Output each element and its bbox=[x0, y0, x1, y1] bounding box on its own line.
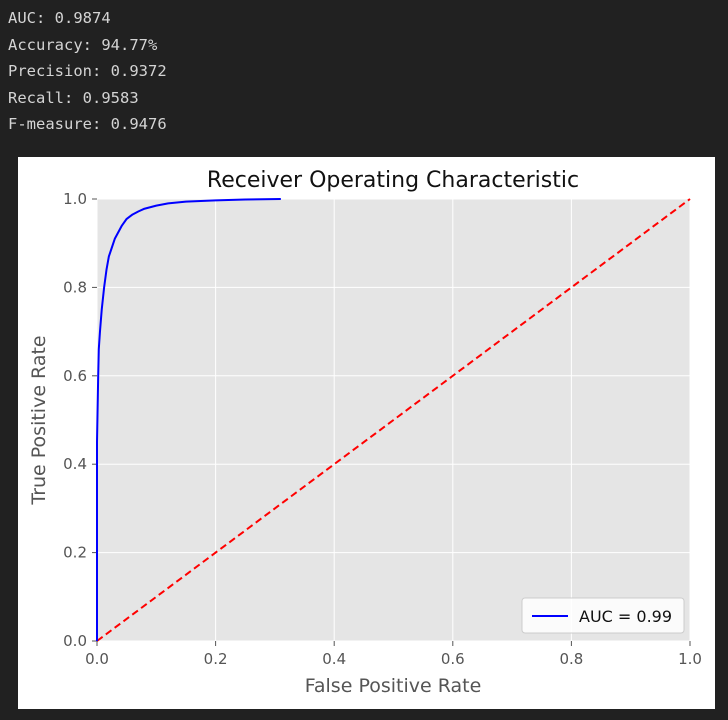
metric-value: 94.77% bbox=[101, 35, 158, 54]
metric-label: AUC: bbox=[8, 9, 46, 27]
metric-value: 0.9476 bbox=[110, 115, 167, 133]
chart-title: Receiver Operating Characteristic bbox=[207, 168, 579, 193]
metric-auc: AUC: 0.9874 bbox=[8, 5, 167, 32]
metrics-block: AUC: 0.9874 Accuracy: 94.77% Precision: … bbox=[8, 5, 167, 138]
metric-value: 0.9372 bbox=[110, 62, 167, 80]
axis-ticks: 0.0 0.2 0.4 0.6 0.8 1.0 0.0 0.2 0.4 0.6 0.8 1.0 bbox=[63, 190, 702, 668]
roc-figure: 0.0 0.2 0.4 0.6 0.8 1.0 0.0 0.2 0.4 0.6 0.8 1.0 Rec… bbox=[18, 157, 715, 709]
metric-value: 0.9583 bbox=[82, 88, 139, 107]
metric-label: Accuracy: bbox=[8, 35, 92, 54]
y-tick-label: 1.0 bbox=[63, 190, 87, 208]
x-tick-label: 0.6 bbox=[441, 650, 465, 668]
metric-value: 0.9874 bbox=[54, 9, 111, 27]
chance-diagonal-line bbox=[96, 198, 691, 642]
y-tick-label: 0.8 bbox=[63, 278, 87, 296]
y-tick-label: 0.2 bbox=[63, 544, 87, 562]
series bbox=[96, 198, 691, 642]
y-tick-label: 0.0 bbox=[63, 632, 87, 650]
metric-label: Recall: bbox=[8, 88, 74, 107]
x-tick-label: 1.0 bbox=[678, 650, 702, 668]
x-tick-label: 0.2 bbox=[204, 650, 228, 668]
x-tick-label: 0.4 bbox=[322, 650, 346, 668]
metric-precision: Precision: 0.9372 bbox=[8, 58, 167, 85]
x-tick-label: 0.8 bbox=[559, 650, 583, 668]
metric-recall: Recall: 0.9583 bbox=[8, 85, 167, 112]
metric-accuracy: Accuracy: 94.77% bbox=[8, 32, 167, 59]
y-tick-label: 0.4 bbox=[63, 455, 87, 473]
metric-f-measure: F-measure: 0.9476 bbox=[8, 111, 167, 138]
grid bbox=[96, 198, 691, 642]
roc-curve-line bbox=[96, 198, 281, 641]
metric-label: Precision: bbox=[8, 62, 102, 80]
y-tick-label: 0.6 bbox=[63, 367, 87, 385]
legend-label: AUC = 0.99 bbox=[579, 607, 672, 626]
y-axis-label: True Positive Rate bbox=[28, 335, 50, 505]
metric-label: F-measure: bbox=[8, 115, 102, 133]
x-axis-label: False Positive Rate bbox=[305, 675, 482, 697]
roc-chart: 0.0 0.2 0.4 0.6 0.8 1.0 0.0 0.2 0.4 0.6 0.8 1.0 Rec… bbox=[28, 168, 702, 697]
legend-box bbox=[521, 597, 685, 634]
legend: AUC = 0.99 bbox=[521, 597, 685, 634]
x-tick-label: 0.0 bbox=[85, 650, 109, 668]
